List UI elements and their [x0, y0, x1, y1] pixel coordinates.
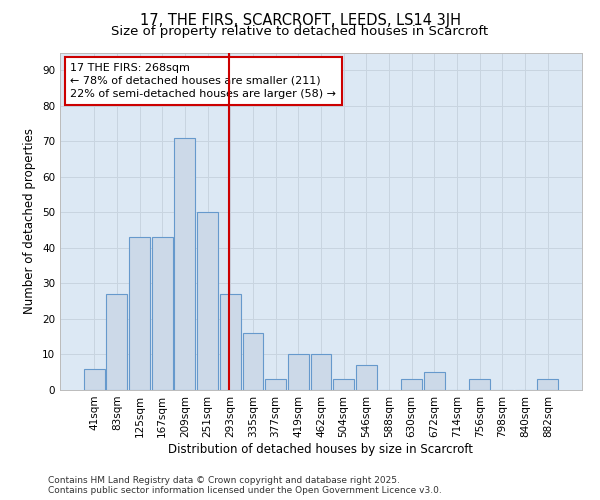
Text: Size of property relative to detached houses in Scarcroft: Size of property relative to detached ho…: [112, 25, 488, 38]
Bar: [265, 380, 286, 390]
Bar: [288, 354, 309, 390]
X-axis label: Distribution of detached houses by size in Scarcroft: Distribution of detached houses by size …: [169, 442, 473, 456]
Bar: [152, 237, 173, 390]
Bar: [197, 212, 218, 390]
Bar: [175, 138, 196, 390]
Bar: [220, 294, 241, 390]
Bar: [333, 380, 354, 390]
Bar: [129, 237, 150, 390]
Bar: [469, 380, 490, 390]
Bar: [356, 365, 377, 390]
Bar: [242, 333, 263, 390]
Bar: [106, 294, 127, 390]
Y-axis label: Number of detached properties: Number of detached properties: [23, 128, 37, 314]
Bar: [424, 372, 445, 390]
Text: 17, THE FIRS, SCARCROFT, LEEDS, LS14 3JH: 17, THE FIRS, SCARCROFT, LEEDS, LS14 3JH: [139, 12, 461, 28]
Bar: [311, 354, 331, 390]
Bar: [538, 380, 558, 390]
Text: Contains HM Land Registry data © Crown copyright and database right 2025.
Contai: Contains HM Land Registry data © Crown c…: [48, 476, 442, 495]
Bar: [401, 380, 422, 390]
Text: 17 THE FIRS: 268sqm
← 78% of detached houses are smaller (211)
22% of semi-detac: 17 THE FIRS: 268sqm ← 78% of detached ho…: [70, 62, 337, 99]
Bar: [84, 368, 104, 390]
